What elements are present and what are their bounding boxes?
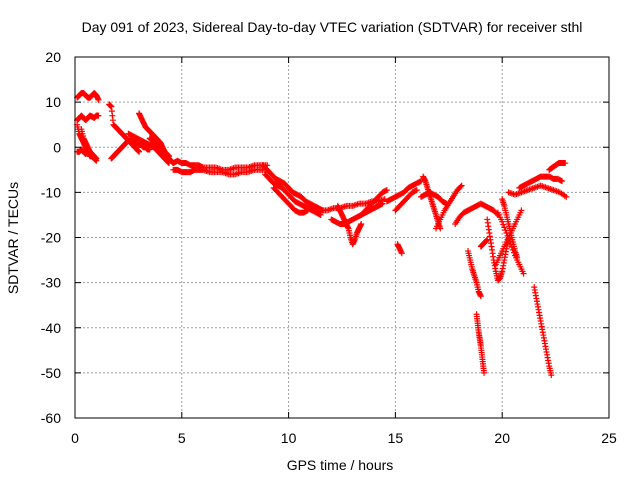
series-arc-21-plunge [531, 284, 555, 379]
x-axis: 0 5 10 15 20 25 [71, 57, 617, 446]
series-arc-22-end [546, 160, 569, 173]
y-axis-label: SDTVAR / TECUs [5, 182, 21, 294]
series-arc-early-mid [74, 112, 102, 124]
data-point [93, 157, 100, 164]
series-arc-3h-side [146, 135, 177, 167]
x-tick-label: 20 [494, 430, 510, 446]
y-tick-label: -60 [41, 410, 61, 426]
data-point [514, 254, 521, 261]
chart-title: Day 091 of 2023, Sidereal Day-to-day VTE… [82, 19, 583, 35]
data-point [413, 187, 420, 194]
data-point [457, 183, 464, 190]
data-point [477, 293, 484, 300]
series-arc-18-19-fall [465, 248, 484, 300]
data-marks [74, 90, 570, 379]
series-arc-5-9-lower [170, 166, 271, 178]
series-arc-19-21-u [484, 216, 512, 284]
data-point [136, 148, 143, 155]
data-point [548, 372, 555, 379]
series-arc-early-drop [78, 126, 96, 160]
data-point [520, 270, 527, 277]
data-point [383, 187, 390, 194]
series-arc-17-18-up [432, 182, 465, 232]
data-point [398, 250, 405, 257]
data-point [501, 224, 508, 231]
series-arc-16-17-down [420, 173, 444, 232]
data-point [358, 220, 365, 227]
data-point [458, 182, 465, 189]
series-arc-19-side [477, 236, 491, 250]
x-axis-label: GPS time / hours [287, 457, 394, 473]
y-axis: -60 -50 -40 -30 -20 -10 0 10 20 [41, 49, 609, 426]
series-arc-19-plunge [473, 311, 488, 376]
series-arc-18-21-low [452, 200, 501, 227]
y-tick-label: -10 [41, 184, 61, 200]
y-tick-label: -40 [41, 320, 61, 336]
data-point [562, 160, 569, 167]
y-tick-label: -50 [41, 365, 61, 381]
series-arc-early-high [74, 90, 102, 103]
series-arc-2h-low [108, 137, 153, 162]
grid [75, 57, 609, 418]
data-point [304, 207, 311, 214]
data-point [481, 369, 488, 376]
y-tick-label: 0 [53, 139, 61, 155]
data-point [559, 178, 566, 185]
x-tick-label: 25 [601, 430, 617, 446]
series-arc-5-9-upper [170, 157, 271, 173]
data-point [563, 193, 570, 200]
data-point [518, 207, 525, 214]
series-arc-15-16-lower [392, 187, 420, 214]
series-arc-4h-dip [153, 146, 172, 167]
data-point [499, 218, 506, 225]
x-tick-label: 15 [388, 430, 404, 446]
x-tick-label: 0 [71, 430, 79, 446]
series-arc-15-dip [394, 241, 405, 257]
series-arc-9-12-c [270, 184, 311, 216]
data-point [95, 112, 102, 119]
y-tick-label: 10 [45, 94, 61, 110]
x-tick-label: 10 [281, 430, 297, 446]
series-arc-20-21-x3 [499, 196, 521, 261]
data-point [95, 96, 102, 103]
data-point [500, 221, 507, 228]
data-point [89, 153, 96, 160]
data-point [379, 200, 386, 207]
series-arc-20-21-x2 [492, 207, 525, 268]
series-arc-12-13-v [334, 202, 365, 248]
series-arc-15-16-rise [383, 178, 425, 205]
y-tick-label: 20 [45, 49, 61, 65]
y-tick-label: -30 [41, 275, 61, 291]
series-arc-20-21-x1 [494, 209, 527, 277]
series-arc-21-22-mid [516, 173, 566, 191]
series-arc-9-12-b [262, 171, 324, 218]
x-tick-label: 5 [178, 430, 186, 446]
series-arc-13-15-rise [358, 187, 390, 218]
series-arc-20-23-top [505, 182, 570, 200]
y-tick-label: -20 [41, 230, 61, 246]
